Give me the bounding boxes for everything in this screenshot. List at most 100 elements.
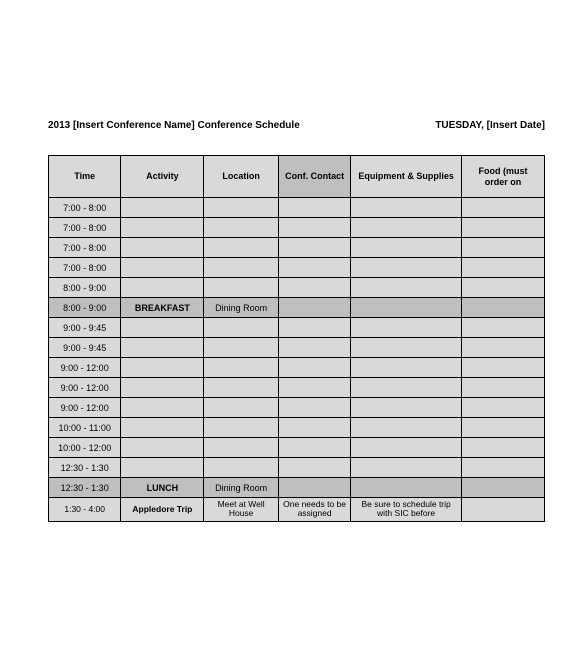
cell-food xyxy=(461,298,544,318)
cell-location xyxy=(204,438,279,458)
header-contact: Conf. Contact xyxy=(278,156,350,198)
cell-contact xyxy=(278,258,350,278)
cell-time: 7:00 - 8:00 xyxy=(49,238,121,258)
table-row: 7:00 - 8:00 xyxy=(49,238,545,258)
cell-contact xyxy=(278,438,350,458)
cell-location xyxy=(204,198,279,218)
table-row: 9:00 - 9:45 xyxy=(49,318,545,338)
cell-time: 9:00 - 12:00 xyxy=(49,378,121,398)
schedule-table: TimeActivityLocationConf. ContactEquipme… xyxy=(48,155,545,522)
cell-contact xyxy=(278,218,350,238)
cell-time: 9:00 - 12:00 xyxy=(49,358,121,378)
cell-food xyxy=(461,198,544,218)
cell-contact xyxy=(278,478,350,498)
cell-time: 7:00 - 8:00 xyxy=(49,258,121,278)
cell-activity xyxy=(121,238,204,258)
cell-equipment xyxy=(351,398,462,418)
cell-food xyxy=(461,318,544,338)
cell-activity: LUNCH xyxy=(121,478,204,498)
cell-food xyxy=(461,358,544,378)
cell-location xyxy=(204,358,279,378)
cell-activity xyxy=(121,278,204,298)
cell-food xyxy=(461,238,544,258)
table-row: 9:00 - 12:00 xyxy=(49,398,545,418)
table-body: 7:00 - 8:007:00 - 8:007:00 - 8:007:00 - … xyxy=(49,198,545,522)
cell-equipment: Be sure to schedule trip with SIC before xyxy=(351,498,462,522)
cell-location xyxy=(204,218,279,238)
cell-activity xyxy=(121,358,204,378)
cell-food xyxy=(461,478,544,498)
cell-location xyxy=(204,318,279,338)
cell-contact xyxy=(278,298,350,318)
table-row: 10:00 - 11:00 xyxy=(49,418,545,438)
cell-contact xyxy=(278,278,350,298)
cell-activity: Appledore Trip xyxy=(121,498,204,522)
cell-time: 1:30 - 4:00 xyxy=(49,498,121,522)
cell-contact xyxy=(278,378,350,398)
cell-food xyxy=(461,378,544,398)
cell-activity xyxy=(121,218,204,238)
cell-equipment xyxy=(351,438,462,458)
cell-time: 9:00 - 9:45 xyxy=(49,318,121,338)
cell-contact xyxy=(278,358,350,378)
cell-contact xyxy=(278,198,350,218)
header-time: Time xyxy=(49,156,121,198)
header-location: Location xyxy=(204,156,279,198)
cell-activity xyxy=(121,258,204,278)
table-row: 9:00 - 9:45 xyxy=(49,338,545,358)
cell-equipment xyxy=(351,198,462,218)
cell-location: Dining Room xyxy=(204,478,279,498)
cell-food xyxy=(461,218,544,238)
cell-location xyxy=(204,238,279,258)
cell-time: 10:00 - 12:00 xyxy=(49,438,121,458)
title-right: TUESDAY, [Insert Date] xyxy=(435,120,545,131)
cell-equipment xyxy=(351,258,462,278)
cell-equipment xyxy=(351,298,462,318)
cell-contact xyxy=(278,458,350,478)
cell-activity xyxy=(121,438,204,458)
cell-activity xyxy=(121,418,204,438)
cell-activity xyxy=(121,338,204,358)
cell-activity xyxy=(121,378,204,398)
cell-food xyxy=(461,438,544,458)
page-container: 2013 [Insert Conference Name] Conference… xyxy=(0,0,585,562)
cell-time: 8:00 - 9:00 xyxy=(49,278,121,298)
table-row: 1:30 - 4:00Appledore TripMeet at Well Ho… xyxy=(49,498,545,522)
cell-equipment xyxy=(351,238,462,258)
cell-food xyxy=(461,258,544,278)
cell-equipment xyxy=(351,318,462,338)
header-food: Food (must order on xyxy=(461,156,544,198)
cell-activity xyxy=(121,198,204,218)
table-row: 12:30 - 1:30 xyxy=(49,458,545,478)
cell-location xyxy=(204,458,279,478)
table-header-row: TimeActivityLocationConf. ContactEquipme… xyxy=(49,156,545,198)
cell-contact xyxy=(278,418,350,438)
cell-time: 12:30 - 1:30 xyxy=(49,478,121,498)
title-row: 2013 [Insert Conference Name] Conference… xyxy=(48,120,545,131)
cell-equipment xyxy=(351,278,462,298)
table-row: 12:30 - 1:30LUNCHDining Room xyxy=(49,478,545,498)
table-row: 8:00 - 9:00BREAKFASTDining Room xyxy=(49,298,545,318)
cell-time: 12:30 - 1:30 xyxy=(49,458,121,478)
table-row: 8:00 - 9:00 xyxy=(49,278,545,298)
cell-time: 10:00 - 11:00 xyxy=(49,418,121,438)
cell-food xyxy=(461,418,544,438)
cell-food xyxy=(461,398,544,418)
cell-contact xyxy=(278,398,350,418)
table-row: 10:00 - 12:00 xyxy=(49,438,545,458)
cell-location xyxy=(204,398,279,418)
cell-location xyxy=(204,278,279,298)
cell-equipment xyxy=(351,358,462,378)
cell-equipment xyxy=(351,378,462,398)
cell-time: 8:00 - 9:00 xyxy=(49,298,121,318)
header-activity: Activity xyxy=(121,156,204,198)
cell-contact xyxy=(278,318,350,338)
cell-activity xyxy=(121,458,204,478)
header-equipment: Equipment & Supplies xyxy=(351,156,462,198)
cell-food xyxy=(461,278,544,298)
cell-time: 9:00 - 9:45 xyxy=(49,338,121,358)
table-row: 9:00 - 12:00 xyxy=(49,378,545,398)
table-row: 7:00 - 8:00 xyxy=(49,198,545,218)
cell-location: Meet at Well House xyxy=(204,498,279,522)
cell-food xyxy=(461,498,544,522)
